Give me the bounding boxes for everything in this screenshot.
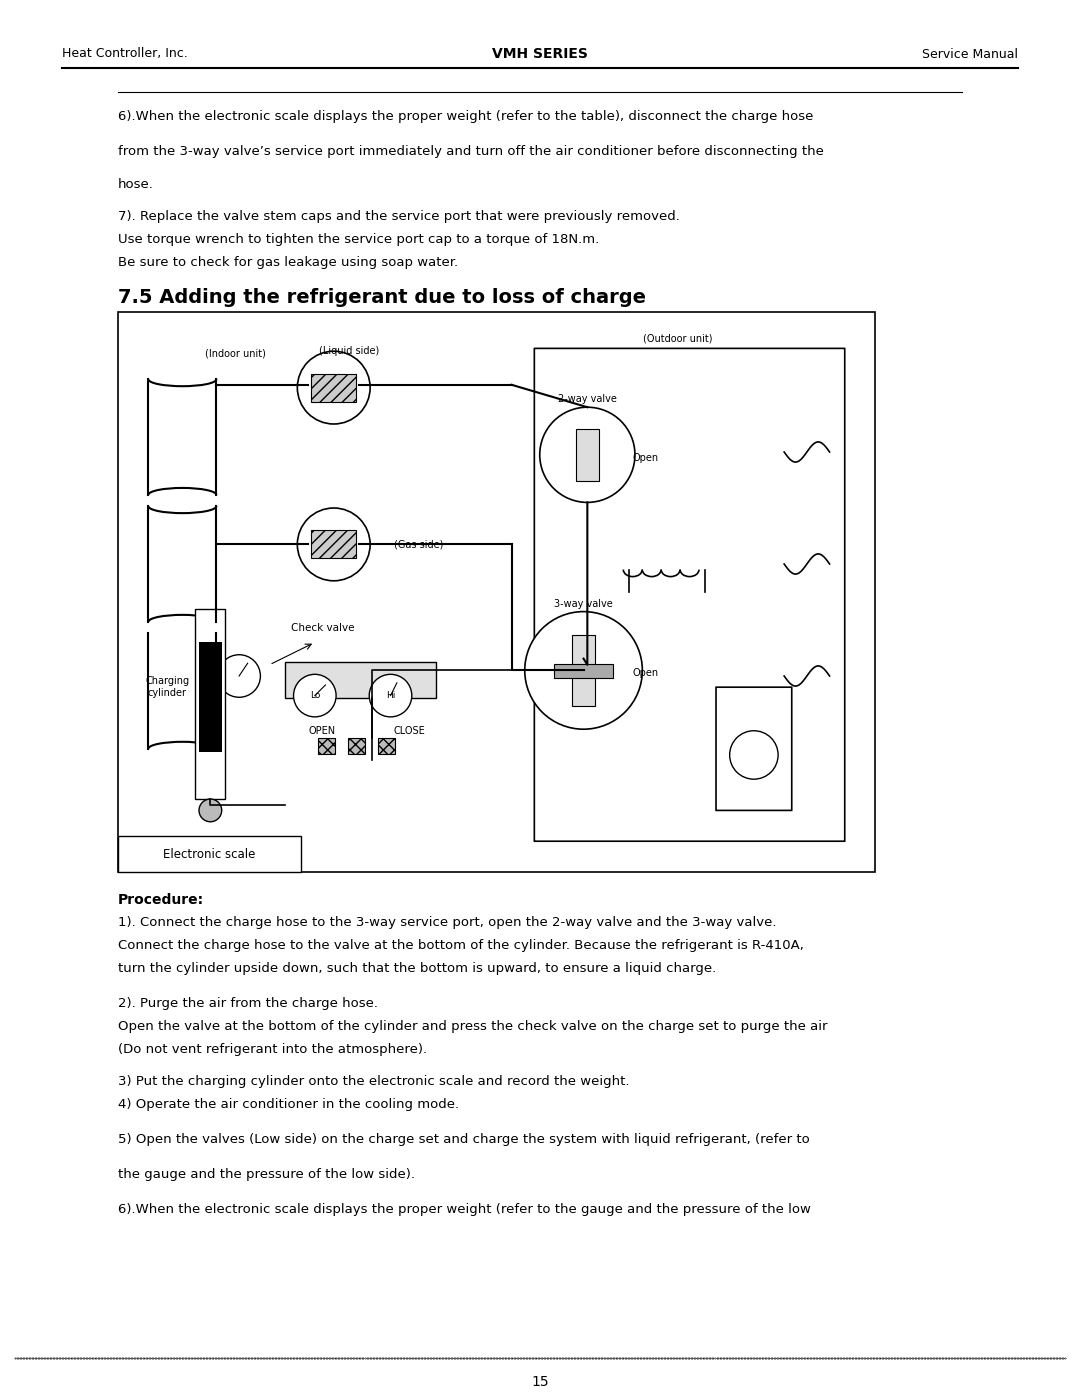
Text: Open: Open [633, 453, 659, 462]
Circle shape [525, 612, 643, 729]
Circle shape [218, 655, 260, 697]
Text: 7). Replace the valve stem caps and the service port that were previously remove: 7). Replace the valve stem caps and the … [118, 210, 680, 224]
Circle shape [297, 509, 370, 581]
Bar [118, 312, 875, 872]
Text: Be sure to check for gas leakage using soap water.: Be sure to check for gas leakage using s… [118, 256, 458, 270]
Text: 2). Purge the air from the charge hose.: 2). Purge the air from the charge hose. [118, 997, 378, 1010]
Text: Lo: Lo [310, 692, 320, 700]
Text: Electronic scale: Electronic scale [163, 848, 256, 861]
FancyBboxPatch shape [535, 348, 845, 841]
Bar [311, 531, 356, 559]
Circle shape [369, 675, 411, 717]
Text: (Do not vent refrigerant into the atmosphere).: (Do not vent refrigerant into the atmosp… [118, 1044, 427, 1056]
FancyBboxPatch shape [716, 687, 792, 810]
Text: 4) Operate the air conditioner in the cooling mode.: 4) Operate the air conditioner in the co… [118, 1098, 459, 1111]
Bar [195, 609, 226, 799]
Circle shape [540, 407, 635, 503]
Bar [572, 636, 595, 705]
Text: 2-way valve: 2-way valve [558, 394, 617, 404]
Circle shape [297, 351, 370, 425]
Text: Procedure:: Procedure: [118, 893, 204, 907]
Text: Service Manual: Service Manual [922, 47, 1018, 60]
Circle shape [199, 799, 221, 821]
Bar [576, 429, 598, 481]
Bar [118, 835, 301, 872]
Text: Use torque wrench to tighten the service port cap to a torque of 18N.m.: Use torque wrench to tighten the service… [118, 233, 599, 246]
Text: Open the valve at the bottom of the cylinder and press the check valve on the ch: Open the valve at the bottom of the cyli… [118, 1020, 827, 1032]
Text: 3-way valve: 3-way valve [554, 599, 613, 609]
Text: 7.5 Adding the refrigerant due to loss of charge: 7.5 Adding the refrigerant due to loss o… [118, 288, 646, 307]
Text: 3) Put the charging cylinder onto the electronic scale and record the weight.: 3) Put the charging cylinder onto the el… [118, 1076, 630, 1088]
Text: Heat Controller, Inc.: Heat Controller, Inc. [62, 47, 188, 60]
Text: Check valve: Check valve [291, 623, 354, 633]
Text: 15: 15 [531, 1375, 549, 1389]
Bar [318, 738, 335, 754]
Text: Charging
cylinder: Charging cylinder [145, 676, 189, 698]
Text: VMH SERIES: VMH SERIES [492, 47, 588, 61]
Bar [311, 373, 356, 401]
Text: hose.: hose. [118, 177, 153, 191]
Text: Hi: Hi [386, 692, 395, 700]
Circle shape [294, 675, 336, 717]
Text: 6).When the electronic scale displays the proper weight (refer to the gauge and : 6).When the electronic scale displays th… [118, 1203, 811, 1215]
Text: from the 3-way valve’s service port immediately and turn off the air conditioner: from the 3-way valve’s service port imme… [118, 145, 824, 158]
Text: (Indoor unit): (Indoor unit) [205, 349, 266, 359]
Text: OPEN: OPEN [309, 726, 336, 736]
Text: 1). Connect the charge hose to the 3-way service port, open the 2-way valve and : 1). Connect the charge hose to the 3-way… [118, 916, 777, 929]
Bar [378, 738, 395, 754]
Text: (Liquid side): (Liquid side) [319, 345, 379, 356]
Text: Connect the charge hose to the valve at the bottom of the cylinder. Because the : Connect the charge hose to the valve at … [118, 939, 804, 951]
Circle shape [730, 731, 778, 780]
Text: 6).When the electronic scale displays the proper weight (refer to the table), di: 6).When the electronic scale displays th… [118, 110, 813, 123]
Text: (Gas side): (Gas side) [394, 539, 444, 549]
Bar [348, 738, 365, 754]
Bar [554, 664, 613, 678]
Bar [284, 662, 436, 698]
Text: Open: Open [633, 668, 659, 678]
Text: the gauge and the pressure of the low side).: the gauge and the pressure of the low si… [118, 1168, 415, 1180]
Text: 5) Open the valves (Low side) on the charge set and charge the system with liqui: 5) Open the valves (Low side) on the cha… [118, 1133, 810, 1146]
Text: (Outdoor unit): (Outdoor unit) [644, 334, 713, 344]
Text: CLOSE: CLOSE [393, 726, 426, 736]
Bar [199, 643, 221, 752]
Text: turn the cylinder upside down, such that the bottom is upward, to ensure a liqui: turn the cylinder upside down, such that… [118, 963, 716, 975]
